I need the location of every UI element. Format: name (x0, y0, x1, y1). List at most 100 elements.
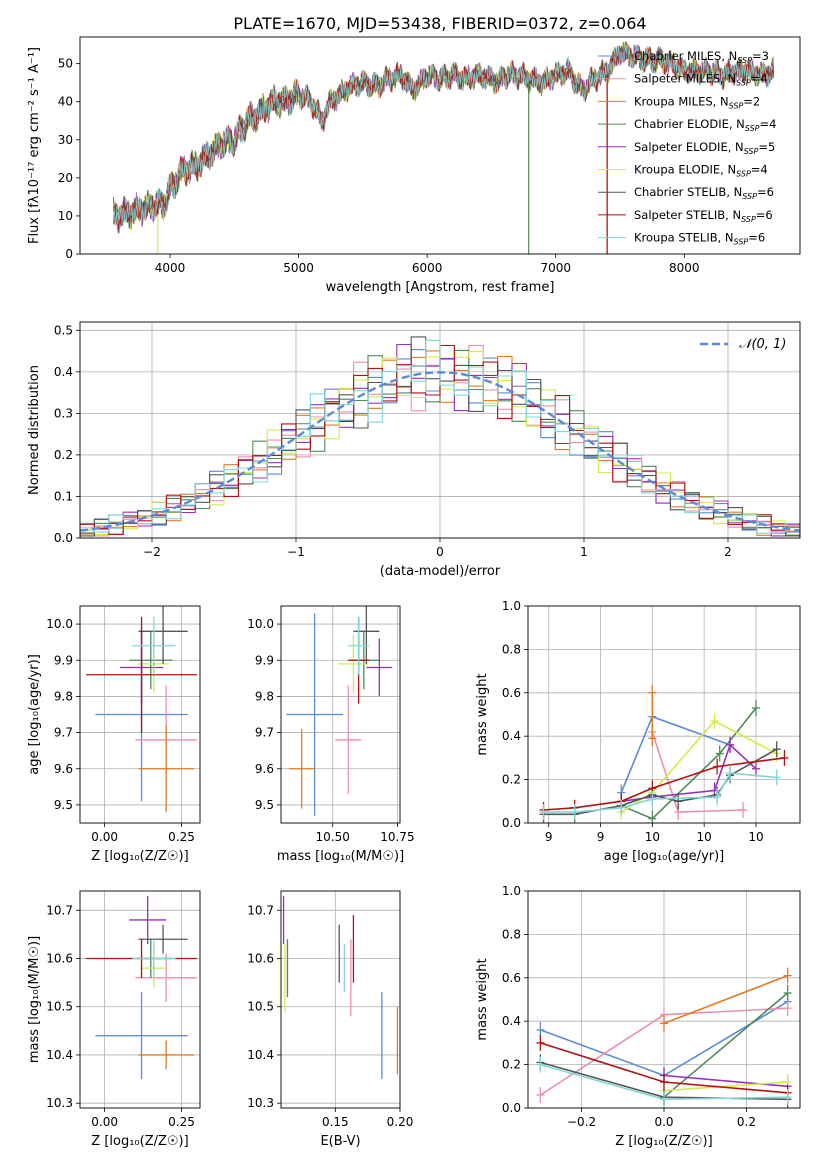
x-tick-label: 6000 (412, 261, 443, 275)
y-tick-label: 40 (58, 95, 73, 109)
mass-weight-line (663, 1074, 788, 1088)
y-tick-label: 9.7 (255, 726, 274, 740)
x-tick-label: 0.00 (91, 830, 118, 844)
age-vs-mass-panel: 10.50 10.75 9.5 9.6 9.7 9.8 9.9 10.0 mass [log₁₀… (247, 605, 415, 864)
y-tick-label: 0.4 (502, 729, 521, 743)
spectrum-line (113, 42, 775, 227)
y-tick-label: 0.8 (502, 642, 521, 656)
y-tick-label: 10.4 (247, 1048, 274, 1062)
legend-entry: Kroupa STELIB, NSSP=6 (634, 231, 765, 247)
y-tick-label: 9.7 (54, 726, 73, 740)
legend-entry: Kroupa MILES, NSSP=2 (634, 94, 760, 110)
x-tick-label: −1 (287, 545, 305, 559)
x-tick-label: 1 (580, 545, 588, 559)
y-tick-label: 30 (58, 133, 73, 147)
axes-frame (527, 890, 801, 1109)
x-tick-label: 4000 (155, 261, 186, 275)
legend-entry: Salpeter STELIB, NSSP=6 (634, 208, 773, 224)
mass-vs-metallicity-panel: 0.00 0.25 10.3 10.4 10.5 10.6 10.7 Z [log₁₀(Z/Z… (27, 890, 201, 1149)
plot-area (536, 967, 792, 1108)
y-axis-label: Flux [fλ10⁻¹⁷ erg cm⁻² s⁻¹ A⁻¹] (27, 47, 42, 244)
x-tick-label: 9 (597, 830, 605, 844)
x-tick-label: 5000 (283, 261, 314, 275)
y-axis-label: mass [log₁₀(M/M☉)] (27, 936, 42, 1063)
mass-weight-line (543, 748, 778, 816)
axes-frame (280, 605, 401, 824)
y-tick-label: 10.5 (247, 1000, 274, 1014)
y-axis-label: mass weight (475, 673, 490, 755)
y-axis-label: Normed distribution (27, 365, 42, 495)
mass-weight-line (663, 1081, 788, 1092)
axes-frame (79, 36, 801, 255)
y-tick-label: 10.7 (247, 903, 274, 917)
mass-weight-line (543, 757, 785, 811)
y-tick-label: 0.2 (54, 448, 73, 462)
mass-weight-vs-age-panel: 9 9 10 10 10 0.0 0.2 0.4 0.6 0.8 1.0 age [log₁₀(age… (475, 599, 801, 864)
x-tick-label: 8000 (669, 261, 700, 275)
x-axis-label: mass [log₁₀(M/M☉)] (277, 849, 404, 864)
x-tick-label: 10 (748, 830, 763, 844)
x-tick-label: 10 (697, 830, 712, 844)
x-axis-label: E(B-V) (320, 1134, 360, 1149)
x-tick-label: 0.00 (91, 1115, 118, 1129)
y-tick-label: 0.5 (54, 323, 73, 337)
y-tick-label: 0.0 (54, 531, 73, 545)
legend-entry: Salpeter MILES, NSSP=4 (634, 72, 768, 88)
axes-frame (79, 890, 201, 1109)
y-tick-label: 9.9 (255, 653, 274, 667)
axes-frame (280, 890, 401, 1109)
x-tick-label: 0.2 (737, 1115, 756, 1129)
x-axis-label: wavelength [Angstrom, rest frame] (326, 280, 555, 295)
plot-area (539, 684, 789, 823)
y-tick-label: 0.6 (502, 971, 521, 985)
plot-area (282, 895, 399, 1080)
y-tick-label: 50 (58, 57, 73, 71)
axes-frame (79, 605, 201, 824)
x-tick-label: 10.50 (316, 830, 350, 844)
y-tick-label: 10.0 (247, 617, 274, 631)
x-axis-label: Z [log₁₀(Z/Z☉)] (91, 849, 188, 864)
x-tick-label: 9 (545, 830, 553, 844)
x-tick-label: 0.25 (168, 830, 195, 844)
mass-weight-line (543, 772, 777, 813)
x-tick-label: 0.20 (387, 1115, 414, 1129)
y-tick-label: 1.0 (502, 884, 521, 898)
y-tick-label: 9.5 (255, 798, 274, 812)
y-tick-label: 10.0 (46, 617, 73, 631)
y-tick-label: 10 (58, 209, 73, 223)
normal-curve (80, 371, 800, 532)
plot-area (86, 606, 197, 813)
y-tick-label: 10.3 (247, 1096, 274, 1110)
y-tick-label: 9.6 (54, 762, 73, 776)
legend-entry: Chabrier STELIB, NSSP=6 (634, 185, 774, 201)
legend-entry: Salpeter ELODIE, NSSP=5 (634, 140, 775, 156)
y-tick-label: 1.0 (502, 599, 521, 613)
axes-frame (79, 321, 801, 539)
legend-entry: Chabrier ELODIE, NSSP=4 (634, 117, 776, 133)
y-tick-label: 10.3 (46, 1096, 73, 1110)
x-axis-label: age [log₁₀(age/yr)] (604, 849, 725, 864)
y-tick-label: 9.8 (54, 689, 73, 703)
y-tick-label: 0.0 (502, 816, 521, 830)
plot-area (86, 895, 197, 1080)
x-tick-label: 0.25 (168, 1115, 195, 1129)
plot-area (112, 41, 775, 254)
y-tick-label: 10.7 (46, 903, 73, 917)
axes-frame (527, 605, 801, 824)
mass-weight-line (663, 974, 788, 1025)
x-axis-label: Z [log₁₀(Z/Z☉)] (615, 1134, 712, 1149)
legend-entry: Kroupa ELODIE, NSSP=4 (634, 163, 768, 179)
mass-weight-line (663, 992, 789, 1098)
x-axis-label: Z [log₁₀(Z/Z☉)] (91, 1134, 188, 1149)
x-tick-label: −0.2 (567, 1115, 596, 1129)
y-tick-label: 20 (58, 171, 73, 185)
legend-entry: Chabrier MILES, NSSP=3 (634, 49, 769, 65)
y-tick-label: 0.1 (54, 489, 73, 503)
x-tick-label: 7000 (540, 261, 571, 275)
residual-histogram-panel: −2 −1 0 1 2 0.0 0.1 0.2 0.3 0.4 0.5 (data-model)/er… (27, 321, 801, 579)
figure-title: PLATE=1670, MJD=53438, FIBERID=0372, z=0… (233, 14, 646, 33)
plot-area (286, 606, 393, 816)
x-tick-label: 2 (724, 545, 732, 559)
x-axis-label: (data-model)/error (380, 564, 501, 579)
